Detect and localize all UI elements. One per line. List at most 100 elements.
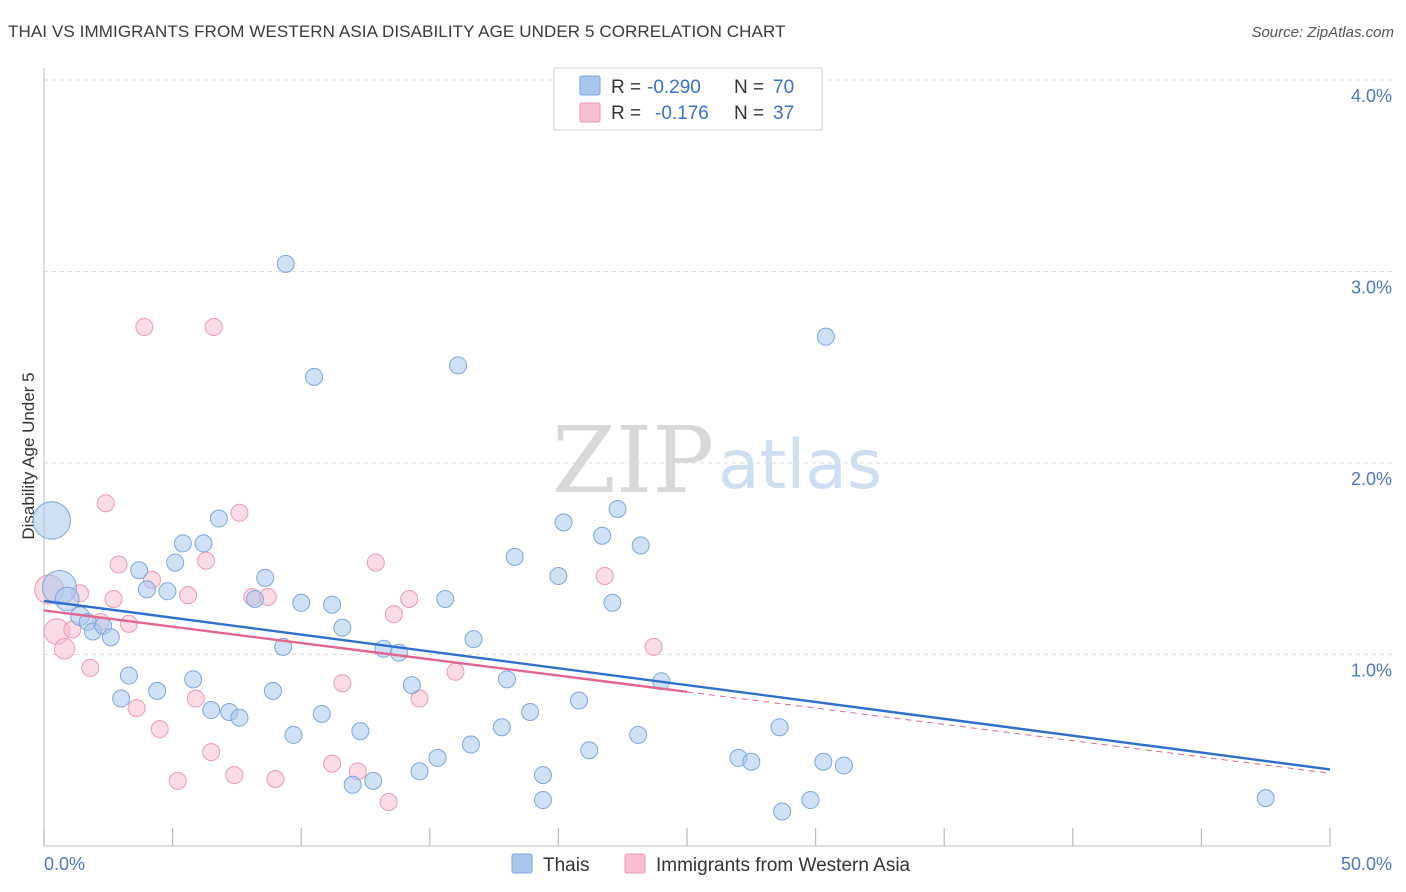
point-immigrants-19: [202, 743, 221, 762]
point-thais-24: [263, 681, 282, 700]
point-thais-64: [773, 802, 792, 821]
legend-n-value-1: 70: [773, 77, 794, 98]
point-thais-28: [292, 593, 311, 612]
point-thais-21: [230, 708, 249, 727]
point-thais-33: [343, 775, 362, 794]
point-thais-18: [202, 701, 221, 720]
point-thais-8: [112, 689, 131, 708]
point-thais-48: [521, 702, 540, 721]
point-thais-58: [629, 725, 648, 744]
point-thais-63: [770, 718, 789, 737]
point-immigrants-27: [333, 674, 352, 693]
point-immigrants-12: [135, 318, 154, 337]
point-thais-55: [593, 526, 612, 545]
point-immigrants-31: [384, 605, 403, 624]
bottom-legend-swatch-immigrants: [624, 853, 646, 874]
point-thais-35: [364, 771, 383, 790]
point-immigrants-18: [197, 551, 216, 570]
point-thais-12: [148, 681, 167, 700]
y-tick-label-2: 2.0%: [1351, 469, 1392, 489]
x-tick-labels: 0.0% 50.0%: [44, 854, 1392, 874]
immigrants-trend-dashed: [686, 691, 1331, 774]
point-thais-34: [351, 722, 370, 741]
trend-lines: [43, 599, 1331, 774]
bottom-legend-immigrants: Immigrants from Western Asia: [656, 855, 911, 876]
x-tick-label-min: 0.0%: [44, 854, 85, 874]
bottom-legend-thais: Thais: [543, 855, 589, 876]
point-thais-56: [603, 593, 622, 612]
point-immigrants-8: [104, 589, 123, 608]
bottom-legend: Thais Immigrants from Western Asia: [511, 853, 911, 876]
point-thais-2: [54, 586, 80, 612]
point-thais-57: [608, 499, 627, 518]
point-immigrants-5: [81, 658, 100, 677]
point-thais-50: [533, 766, 552, 785]
point-thais-16: [184, 670, 203, 689]
point-immigrants-7: [96, 494, 115, 513]
top-legend: R = -0.290 N = 70 R = -0.176 N = 37: [553, 67, 823, 131]
point-immigrants-30: [379, 792, 398, 811]
legend-r-label-2: R =: [611, 103, 641, 124]
point-immigrants-9: [109, 555, 128, 574]
legend-n-value-2: 37: [773, 103, 794, 124]
point-thais-17: [194, 534, 213, 553]
point-thais-68: [834, 756, 853, 775]
point-thais-27: [284, 725, 303, 744]
point-immigrants-32: [400, 589, 419, 608]
point-thais-19: [209, 509, 228, 528]
point-immigrants-14: [150, 720, 169, 739]
point-thais-66: [814, 752, 833, 771]
point-thais-9: [119, 666, 138, 685]
point-immigrants-25: [266, 769, 285, 788]
point-thais-69: [1256, 789, 1275, 808]
point-thais-59: [631, 536, 650, 555]
x-tick-label-max: 50.0%: [1341, 854, 1392, 874]
point-thais-7: [101, 628, 120, 647]
legend-n-label-1: N =: [734, 77, 764, 98]
point-thais-43: [461, 735, 480, 754]
immigrants-trend-line: [43, 609, 688, 694]
y-tick-label-3: 3.0%: [1351, 278, 1392, 298]
point-immigrants-36: [644, 637, 663, 656]
point-immigrants-15: [168, 771, 187, 790]
bottom-legend-swatch-thais: [511, 853, 533, 874]
y-axis-label: Disability Age Under 5: [19, 372, 38, 539]
legend-r-value-2: -0.176: [655, 103, 709, 124]
point-immigrants-34: [446, 662, 465, 681]
legend-swatch-thais: [579, 75, 601, 96]
point-immigrants-20: [204, 318, 223, 337]
point-thais-65: [801, 791, 820, 810]
chart-title: THAI VS IMMIGRANTS FROM WESTERN ASIA DIS…: [8, 22, 786, 41]
gridlines: [44, 79, 1392, 655]
point-thais-42: [449, 356, 468, 375]
point-thais-26: [276, 254, 295, 273]
point-thais-14: [166, 553, 185, 572]
legend-r-value-1: -0.290: [647, 77, 701, 98]
point-thais-54: [580, 741, 599, 760]
point-thais-30: [312, 704, 331, 723]
point-thais-11: [137, 580, 156, 599]
point-immigrants-10: [119, 614, 138, 633]
point-thais-67: [816, 327, 835, 346]
y-tick-label-1: 1.0%: [1351, 661, 1392, 681]
point-immigrants-21: [225, 766, 244, 785]
legend-swatch-immigrants: [579, 102, 601, 123]
point-immigrants-33: [410, 689, 429, 708]
point-thais-38: [402, 676, 421, 695]
point-thais-25: [274, 637, 293, 656]
series-thais-points: [32, 254, 1275, 821]
point-thais-41: [436, 589, 455, 608]
point-thais-0: [32, 501, 71, 540]
point-thais-47: [505, 547, 524, 566]
point-thais-13: [158, 582, 177, 601]
series-immigrants-points: [34, 318, 663, 811]
point-immigrants-11: [127, 699, 146, 718]
point-immigrants-16: [179, 586, 198, 605]
point-thais-40: [428, 748, 447, 767]
legend-r-label-1: R =: [611, 77, 641, 98]
point-thais-39: [410, 762, 429, 781]
point-thais-51: [549, 566, 568, 585]
point-thais-29: [305, 367, 324, 386]
legend-n-label-2: N =: [734, 103, 764, 124]
point-thais-31: [323, 595, 342, 614]
